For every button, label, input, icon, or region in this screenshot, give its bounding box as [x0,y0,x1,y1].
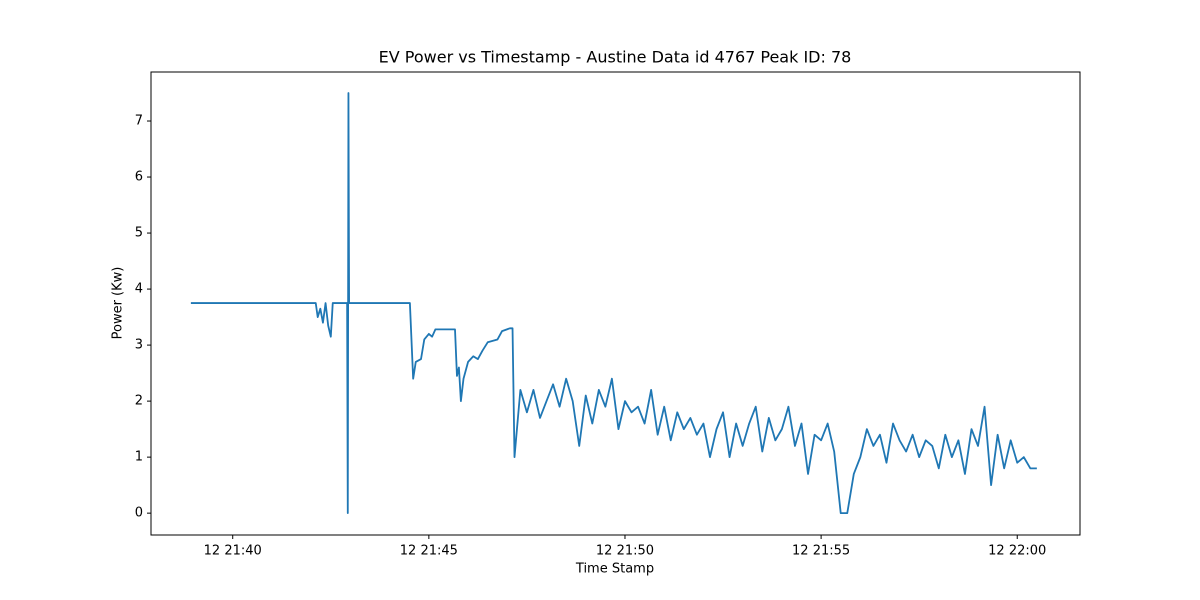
y-tick-label: 5 [135,226,143,241]
x-axis-label: Time Stamp [575,562,654,577]
x-tick-label: 12 21:45 [400,544,458,559]
x-tick-label: 12 21:55 [792,544,850,559]
y-tick-label: 2 [135,394,143,409]
y-tick-label: 3 [135,338,143,353]
y-tick-label: 0 [135,506,143,521]
x-tick-label: 12 22:00 [988,544,1046,559]
x-tick-label: 12 21:50 [596,544,654,559]
x-tick-label: 12 21:40 [204,544,262,559]
y-tick-label: 1 [135,450,143,465]
plot-frame [150,71,1081,536]
y-axis-label: Power (Kw) [111,267,126,340]
chart-title: EV Power vs Timestamp - Austine Data id … [379,48,852,67]
y-tick-label: 6 [135,170,143,185]
y-tick-label: 4 [135,282,143,297]
data-line [190,92,1037,515]
y-tick-label: 7 [135,114,143,129]
